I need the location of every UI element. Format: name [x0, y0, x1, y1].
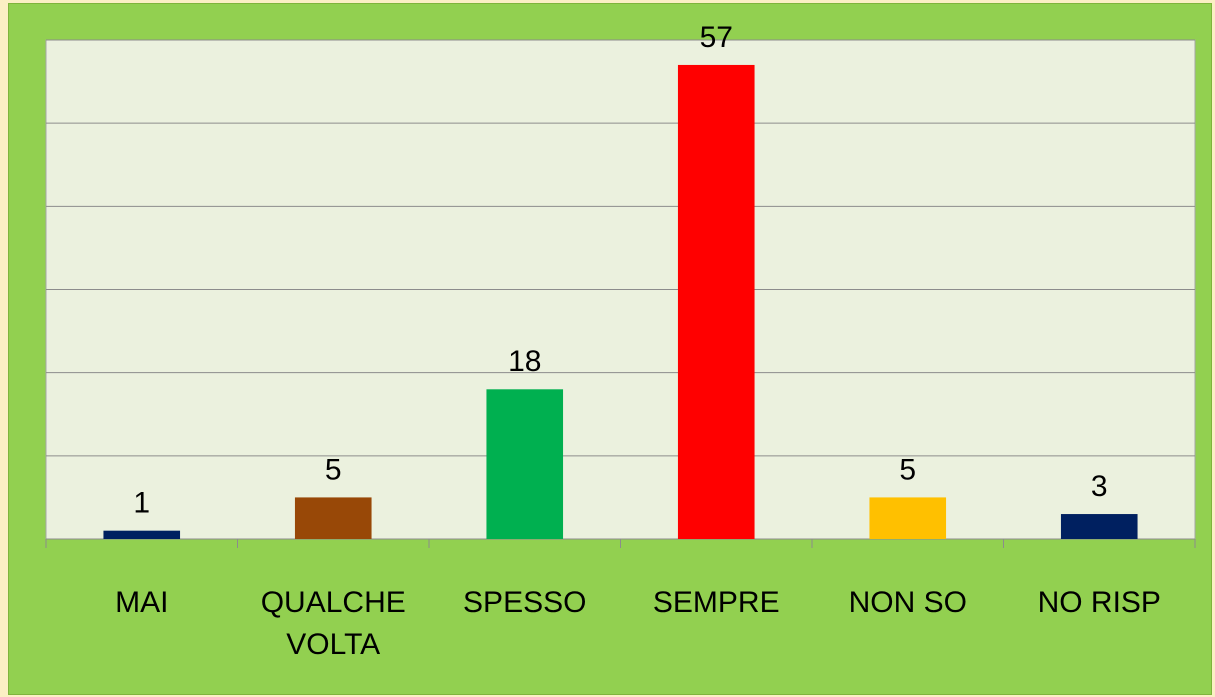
- x-tick-label: QUALCHE VOLTA: [260, 586, 406, 661]
- x-tick-label: SPESSO: [463, 586, 587, 619]
- x-tick-label: MAI: [115, 586, 169, 619]
- bar: [486, 389, 564, 539]
- data-label: 57: [700, 21, 733, 54]
- bar: [677, 64, 755, 539]
- x-tick-label: SEMPRE: [652, 586, 780, 619]
- data-label: 5: [899, 453, 916, 486]
- x-tick-label: NO RISP: [1037, 586, 1161, 619]
- bar: [294, 497, 372, 539]
- bar: [103, 530, 181, 539]
- bar: [1060, 514, 1138, 539]
- data-label: 18: [508, 345, 541, 378]
- data-label: 5: [325, 453, 342, 486]
- x-tick-label: NON SO: [848, 586, 967, 619]
- bar: [869, 497, 947, 539]
- data-label: 1: [133, 487, 150, 520]
- data-label: 3: [1091, 470, 1108, 503]
